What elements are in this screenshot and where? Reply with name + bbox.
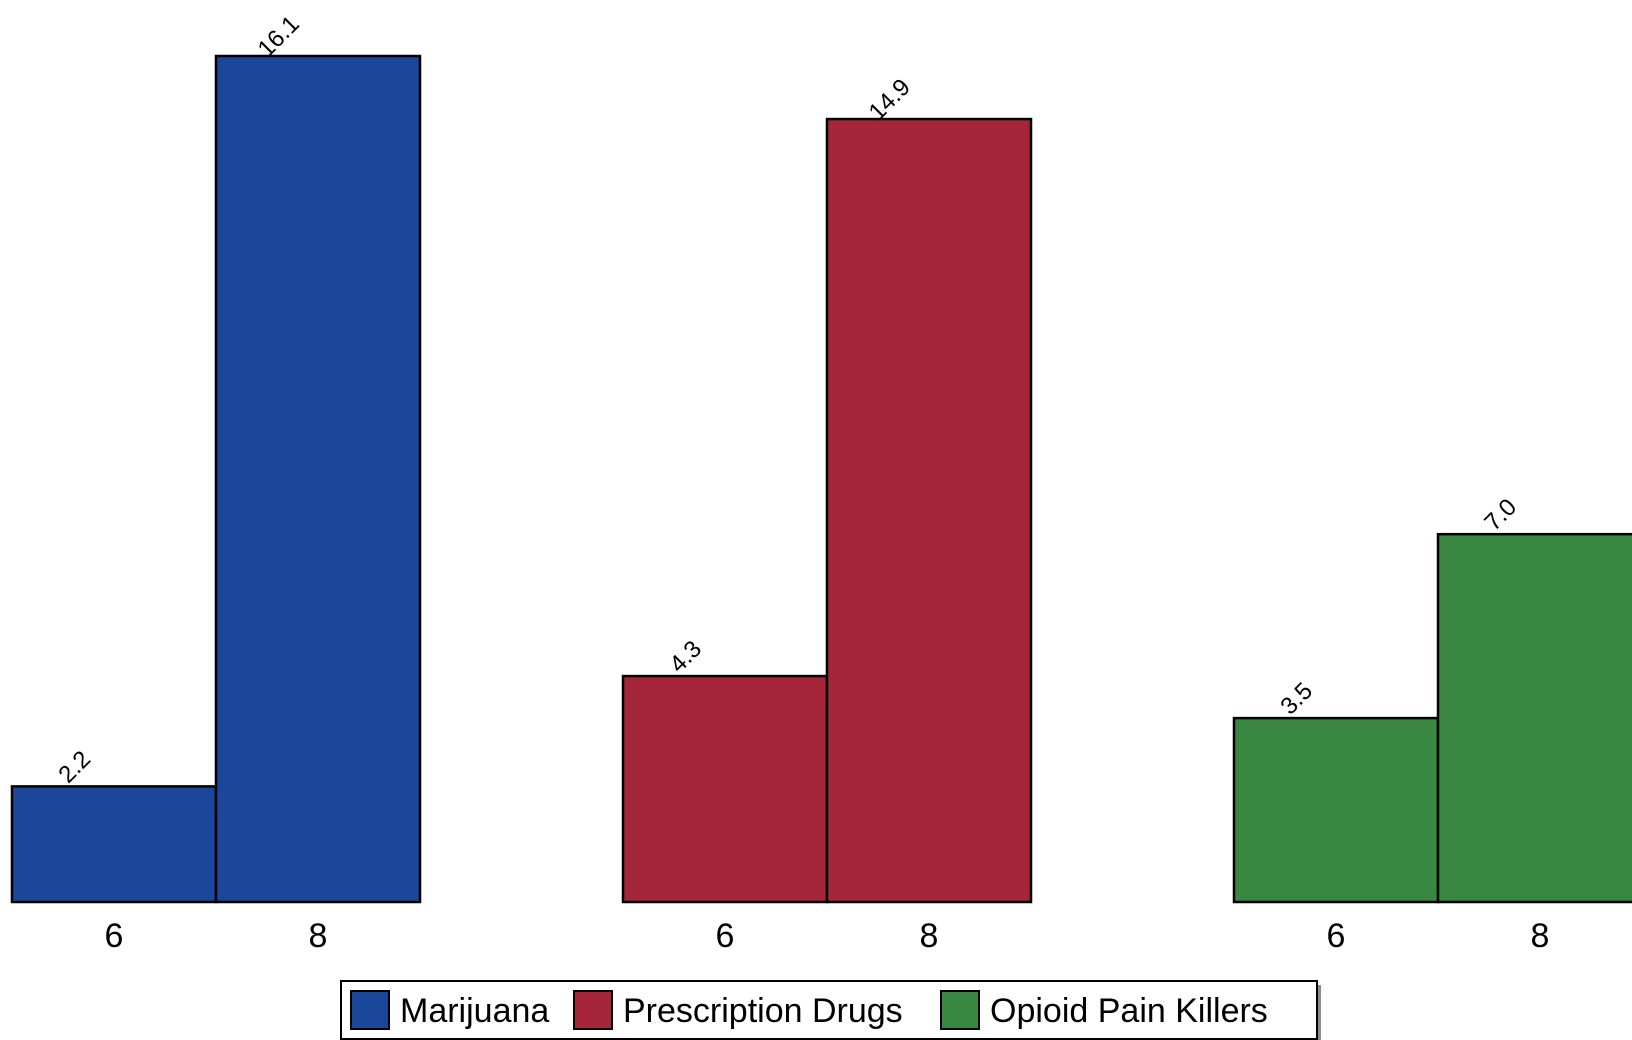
x-tick-label-opioid-pain-killers-8: 8 bbox=[1531, 917, 1550, 955]
legend-swatch-marijuana bbox=[350, 990, 390, 1030]
legend-label-marijuana: Marijuana bbox=[400, 992, 549, 1030]
bars-layer bbox=[10, 54, 1632, 904]
legend-swatch-prescription-drugs bbox=[573, 990, 613, 1030]
x-tick-label-prescription-drugs-8: 8 bbox=[920, 917, 939, 955]
x-tick-labels-layer: 6 8 6 8 6 8 bbox=[105, 917, 1550, 955]
bar-opioid-pain-killers-grade-6 bbox=[1232, 716, 1440, 904]
bar-marijuana-grade-8 bbox=[214, 54, 422, 904]
legend-frame bbox=[340, 980, 1318, 1040]
bar-marijuana-grade-6 bbox=[10, 785, 218, 904]
legend: Marijuana Prescription Drugs Opioid Pain K… bbox=[340, 980, 1321, 1040]
x-tick-label-opioid-pain-killers-6: 6 bbox=[1327, 917, 1346, 955]
legend-label-prescription-drugs: Prescription Drugs bbox=[623, 992, 903, 1030]
legend-label-opioid-pain-killers: Opioid Pain Killers bbox=[990, 992, 1268, 1030]
data-label-prescription-drugs-grade-6: 4.3 bbox=[664, 635, 707, 678]
x-tick-label-prescription-drugs-6: 6 bbox=[716, 917, 735, 955]
x-tick-label-marijuana-8: 8 bbox=[309, 917, 328, 955]
x-tick-label-marijuana-6: 6 bbox=[105, 917, 124, 955]
bar-prescription-drugs-grade-6 bbox=[621, 674, 829, 904]
legend-swatch-opioid-pain-killers bbox=[940, 990, 980, 1030]
data-label-opioid-pain-killers-grade-6: 3.5 bbox=[1275, 677, 1318, 720]
data-label-opioid-pain-killers-grade-8: 7.0 bbox=[1479, 494, 1522, 537]
bar-prescription-drugs-grade-8 bbox=[825, 117, 1033, 904]
bar-opioid-pain-killers-grade-8 bbox=[1436, 532, 1632, 904]
data-label-marijuana-grade-6: 2.2 bbox=[53, 746, 96, 789]
